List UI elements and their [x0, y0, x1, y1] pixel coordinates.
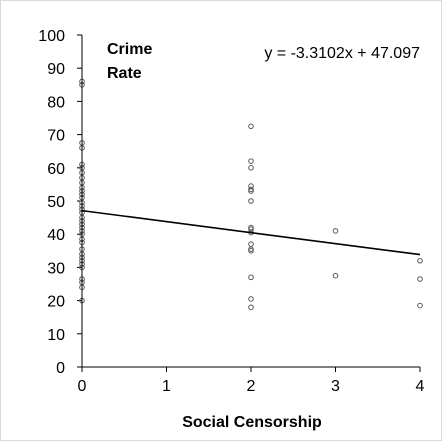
data-point: [417, 276, 423, 282]
inner-label-line-1: Crime: [107, 41, 152, 58]
data-point: [248, 165, 254, 171]
y-tick-label: 70: [47, 128, 65, 145]
y-tick-label: 90: [47, 61, 65, 78]
y-tick-label: 30: [47, 260, 65, 277]
y-tick-label: 0: [56, 360, 65, 377]
y-tick-label: 10: [47, 327, 65, 344]
y-tick-label: 80: [47, 94, 65, 111]
data-point: [248, 248, 254, 254]
x-axis-title: Social Censorship: [182, 414, 322, 431]
x-tick-label: 0: [78, 378, 87, 395]
data-point: [417, 302, 423, 309]
data-point: [248, 304, 254, 311]
data-point: [332, 228, 339, 234]
data-point: [248, 274, 254, 281]
data-point: [248, 198, 254, 204]
data-point: [417, 257, 423, 264]
y-tick-label: 60: [47, 161, 65, 178]
y-tick-label: 50: [47, 194, 65, 211]
x-axis-ticks: 0 1 2 3 4: [78, 367, 425, 395]
data-point: [248, 123, 254, 130]
trendline-equation: y = -3.3102x + 47.097: [264, 45, 420, 62]
x-tick-label: 2: [247, 378, 256, 395]
data-point: [248, 158, 254, 164]
data-point: [248, 188, 254, 194]
y-tick-label: 40: [47, 227, 65, 244]
x-tick-label: 4: [416, 378, 425, 395]
x-tick-label: 3: [331, 378, 340, 395]
data-point: [248, 296, 254, 302]
data-point: [332, 272, 339, 279]
data-point: [248, 186, 254, 193]
y-axis-ticks: 0 10 20 30 40 50 60 70 80 90 100: [38, 28, 82, 377]
data-point: [248, 246, 254, 252]
data-point: [248, 226, 254, 233]
inner-label-line-2: Rate: [107, 65, 142, 82]
y-tick-label: 100: [38, 28, 65, 45]
y-tick-label: 20: [47, 294, 65, 311]
trendline: [81, 209, 421, 256]
x-tick-label: 1: [162, 378, 171, 395]
trendline-group: [81, 209, 421, 256]
